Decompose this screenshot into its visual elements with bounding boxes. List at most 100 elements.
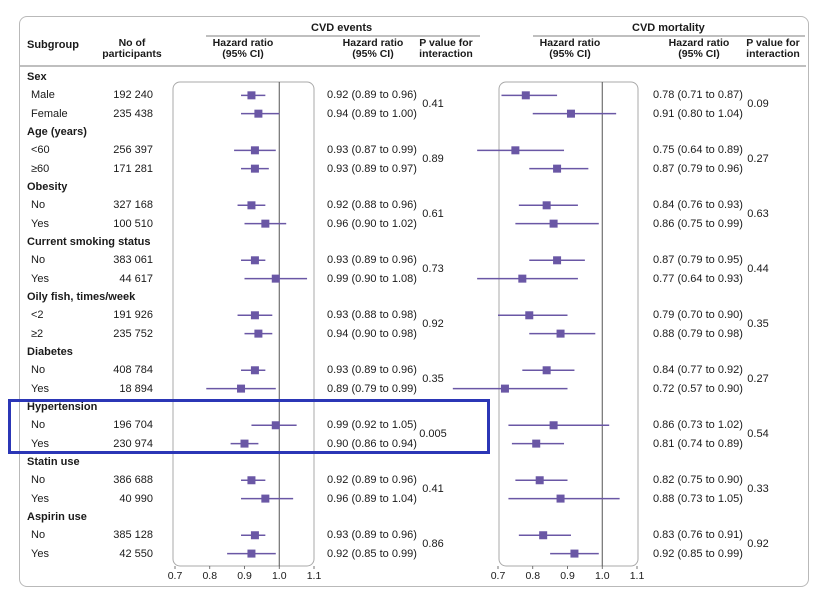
row-label: No [31, 254, 46, 267]
group-label: Hypertension [27, 400, 98, 413]
hr-text-header-mortality: Hazard ratio (95% CI) [668, 37, 730, 60]
hr-marker-events [254, 329, 263, 338]
p-value-events: 0.61 [422, 208, 444, 221]
hr-marker-mortality [500, 384, 509, 393]
p-value-events: 0.005 [419, 428, 447, 441]
hr-marker-events [250, 164, 259, 173]
hr-text-mortality: 0.88 (0.73 to 1.05) [653, 492, 743, 505]
row-participants: 383 061 [113, 254, 153, 267]
group-label: Obesity [27, 180, 68, 193]
axis-tick-label-events: 1.0 [271, 570, 287, 582]
row-label: ≥60 [31, 162, 50, 175]
hr-marker-events [261, 494, 270, 503]
group-label: Sex [27, 71, 47, 83]
row-label: Yes [31, 547, 49, 560]
hr-marker-events [247, 91, 256, 100]
hr-text-mortality: 0.88 (0.79 to 0.98) [653, 327, 743, 340]
row-participants: 196 704 [113, 419, 153, 432]
p-value-events: 0.86 [422, 538, 444, 551]
hr-text-events: 0.99 (0.92 to 1.05) [327, 419, 417, 432]
panel2-title: CVD mortality [632, 22, 705, 34]
p-header-events: P value for interaction [419, 37, 473, 60]
axis-tick-label-mortality: 0.7 [490, 570, 506, 582]
row-participants: 191 926 [113, 309, 153, 322]
row-label: No [31, 419, 46, 432]
row-label: Yes [31, 492, 49, 505]
hr-text-mortality: 0.86 (0.75 to 0.99) [653, 217, 743, 230]
hr-plot-header-mortality: Hazard ratio (95% CI) [539, 37, 601, 60]
hr-marker-events [237, 384, 246, 393]
hr-text-events: 0.92 (0.88 to 0.96) [327, 199, 417, 212]
p-value-mortality: 0.92 [747, 538, 769, 551]
subgroup-header: Subgroup [27, 39, 79, 51]
hr-marker-events [271, 274, 280, 283]
hr-marker-events [250, 256, 259, 265]
row-participants: 171 281 [113, 162, 153, 175]
row-label: Female [31, 107, 68, 120]
hr-text-events: 0.96 (0.89 to 1.04) [327, 492, 417, 505]
hr-text-mortality: 0.72 (0.57 to 0.90) [653, 382, 743, 395]
row-participants: 44 617 [119, 272, 153, 285]
row-participants: 230 974 [113, 437, 153, 450]
row-participants: 42 550 [119, 547, 153, 560]
p-value-mortality: 0.09 [747, 98, 769, 111]
row-label: Male [31, 89, 55, 102]
plot-panel-mortality [498, 81, 639, 567]
hr-text-events: 0.92 (0.89 to 0.96) [327, 89, 417, 102]
p-value-events: 0.41 [422, 483, 444, 496]
hr-text-events: 0.94 (0.89 to 1.00) [327, 107, 417, 120]
p-value-mortality: 0.35 [747, 318, 769, 331]
hr-marker-mortality [566, 109, 575, 118]
hr-text-mortality: 0.83 (0.76 to 0.91) [653, 529, 743, 542]
hr-marker-events [250, 366, 259, 375]
row-label: No [31, 474, 46, 487]
hr-marker-mortality [521, 91, 530, 100]
row-participants: 386 688 [113, 474, 153, 487]
hr-marker-mortality [553, 256, 562, 265]
axis-tick-label-events: 1.1 [306, 570, 322, 582]
row-label: <60 [31, 144, 50, 157]
hr-marker-mortality [535, 476, 544, 485]
hr-marker-mortality [532, 439, 541, 448]
hr-text-mortality: 0.87 (0.79 to 0.96) [653, 162, 743, 175]
row-participants: 40 990 [119, 492, 153, 505]
row-participants: 192 240 [113, 89, 153, 102]
row-participants: 327 168 [113, 199, 153, 212]
hr-text-mortality: 0.77 (0.64 to 0.93) [653, 272, 743, 285]
hr-text-events: 0.93 (0.87 to 0.99) [327, 144, 417, 157]
row-participants: 256 397 [113, 144, 153, 157]
hr-marker-mortality [549, 219, 558, 228]
panel1-title: CVD events [311, 22, 373, 34]
hr-text-events: 0.93 (0.88 to 0.98) [327, 309, 417, 322]
row-participants: 408 784 [113, 364, 153, 377]
hr-text-events: 0.94 (0.90 to 0.98) [327, 327, 417, 340]
hr-text-events: 0.90 (0.86 to 0.94) [327, 437, 417, 450]
hr-marker-mortality [518, 274, 527, 283]
axis-tick-label-events: 0.9 [237, 570, 252, 582]
hr-marker-mortality [542, 366, 551, 375]
hr-marker-events [250, 311, 259, 320]
hr-marker-mortality [525, 311, 534, 320]
hr-marker-events [247, 476, 256, 485]
hr-text-mortality: 0.81 (0.74 to 0.89) [653, 437, 743, 450]
hr-text-events: 0.89 (0.79 to 0.99) [327, 382, 417, 395]
group-label: Oily fish, times/week [27, 290, 136, 303]
hr-marker-events [254, 109, 263, 118]
hr-text-events: 0.92 (0.85 to 0.99) [327, 547, 417, 560]
hr-text-mortality: 0.84 (0.76 to 0.93) [653, 199, 743, 212]
p-value-events: 0.73 [422, 263, 444, 276]
p-value-events: 0.89 [422, 153, 444, 166]
row-label: Yes [31, 217, 49, 230]
axis-tick-label-mortality: 1.0 [594, 570, 610, 582]
hr-text-header-events: Hazard ratio (95% CI) [342, 37, 404, 60]
group-label: Age (years) [27, 125, 87, 138]
hr-marker-mortality [553, 164, 562, 173]
hr-marker-events [240, 439, 249, 448]
hr-text-mortality: 0.75 (0.64 to 0.89) [653, 144, 743, 157]
group-label: Aspirin use [27, 510, 87, 523]
hr-text-events: 0.93 (0.89 to 0.96) [327, 254, 417, 267]
hr-marker-mortality [511, 146, 520, 155]
participants-header: No of participants [102, 37, 162, 60]
hr-marker-mortality [570, 549, 579, 558]
